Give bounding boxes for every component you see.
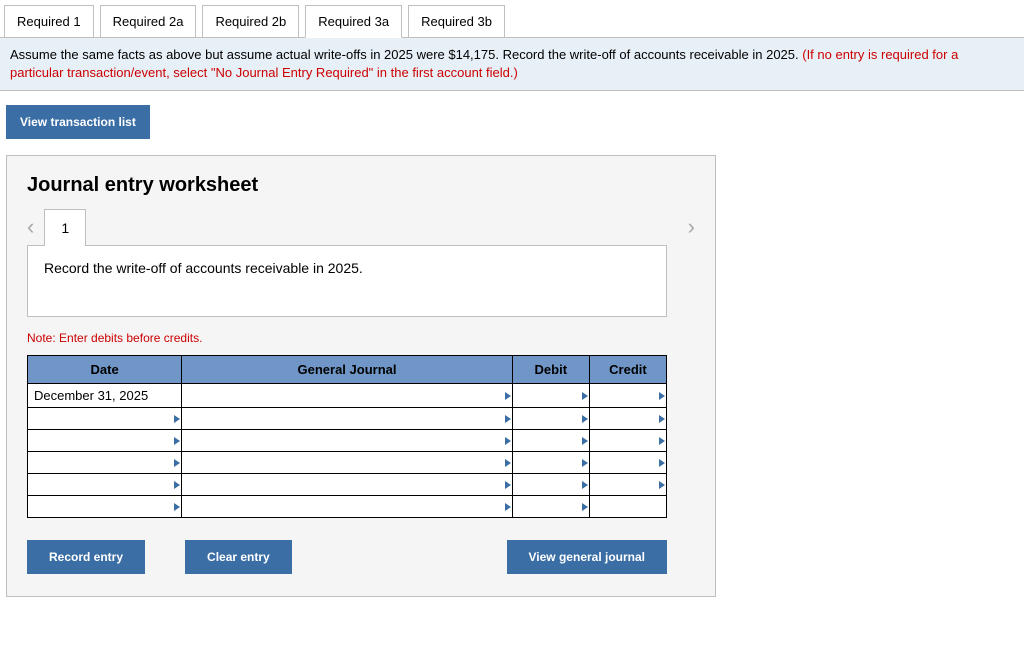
credit-cell[interactable] bbox=[589, 496, 666, 518]
col-general-journal: General Journal bbox=[182, 356, 513, 384]
general-journal-cell[interactable] bbox=[182, 408, 513, 430]
debit-cell[interactable] bbox=[512, 496, 589, 518]
date-cell[interactable]: December 31, 2025 bbox=[28, 384, 182, 408]
step-tab[interactable]: 1 bbox=[44, 209, 86, 246]
worksheet-title: Journal entry worksheet bbox=[27, 174, 695, 197]
view-transaction-list-button[interactable]: View transaction list bbox=[6, 105, 150, 139]
tab-required-2a[interactable]: Required 2a bbox=[100, 5, 197, 38]
record-entry-button[interactable]: Record entry bbox=[27, 540, 145, 574]
credit-cell[interactable] bbox=[589, 452, 666, 474]
tab-required-3b[interactable]: Required 3b bbox=[408, 5, 505, 38]
chevron-right-icon[interactable]: › bbox=[688, 214, 695, 246]
debit-cell[interactable] bbox=[512, 452, 589, 474]
journal-entry-worksheet: Journal entry worksheet ‹ 1 › Record the… bbox=[6, 155, 716, 597]
instruction-text: Assume the same facts as above but assum… bbox=[10, 47, 802, 62]
debit-cell[interactable] bbox=[512, 384, 589, 408]
general-journal-cell[interactable] bbox=[182, 430, 513, 452]
table-row bbox=[28, 430, 667, 452]
entry-description: Record the write-off of accounts receiva… bbox=[27, 245, 667, 317]
debit-cell[interactable] bbox=[512, 430, 589, 452]
worksheet-nav: ‹ 1 › bbox=[27, 209, 695, 246]
debit-cell[interactable] bbox=[512, 408, 589, 430]
journal-entry-table: Date General Journal Debit Credit Decemb… bbox=[27, 355, 667, 518]
debits-before-credits-note: Note: Enter debits before credits. bbox=[27, 331, 695, 345]
tab-required-3a[interactable]: Required 3a bbox=[305, 5, 402, 38]
requirement-tabs: Required 1 Required 2a Required 2b Requi… bbox=[0, 0, 1024, 38]
col-credit: Credit bbox=[589, 356, 666, 384]
general-journal-cell[interactable] bbox=[182, 496, 513, 518]
date-cell[interactable] bbox=[28, 474, 182, 496]
view-general-journal-button[interactable]: View general journal bbox=[507, 540, 667, 574]
credit-cell[interactable] bbox=[589, 430, 666, 452]
tab-required-1[interactable]: Required 1 bbox=[4, 5, 94, 38]
credit-cell[interactable] bbox=[589, 408, 666, 430]
col-date: Date bbox=[28, 356, 182, 384]
date-cell[interactable] bbox=[28, 408, 182, 430]
table-row bbox=[28, 496, 667, 518]
credit-cell[interactable] bbox=[589, 384, 666, 408]
general-journal-cell[interactable] bbox=[182, 452, 513, 474]
debit-cell[interactable] bbox=[512, 474, 589, 496]
general-journal-cell[interactable] bbox=[182, 474, 513, 496]
chevron-left-icon[interactable]: ‹ bbox=[27, 214, 34, 246]
date-cell[interactable] bbox=[28, 430, 182, 452]
clear-entry-button[interactable]: Clear entry bbox=[185, 540, 292, 574]
general-journal-cell[interactable] bbox=[182, 384, 513, 408]
table-row bbox=[28, 452, 667, 474]
col-debit: Debit bbox=[512, 356, 589, 384]
table-row bbox=[28, 474, 667, 496]
instruction-bar: Assume the same facts as above but assum… bbox=[0, 38, 1024, 91]
date-cell[interactable] bbox=[28, 452, 182, 474]
tab-required-2b[interactable]: Required 2b bbox=[202, 5, 299, 38]
table-row: December 31, 2025 bbox=[28, 384, 667, 408]
credit-cell[interactable] bbox=[589, 474, 666, 496]
worksheet-buttons: Record entry Clear entry View general jo… bbox=[27, 540, 667, 574]
table-row bbox=[28, 408, 667, 430]
date-cell[interactable] bbox=[28, 496, 182, 518]
